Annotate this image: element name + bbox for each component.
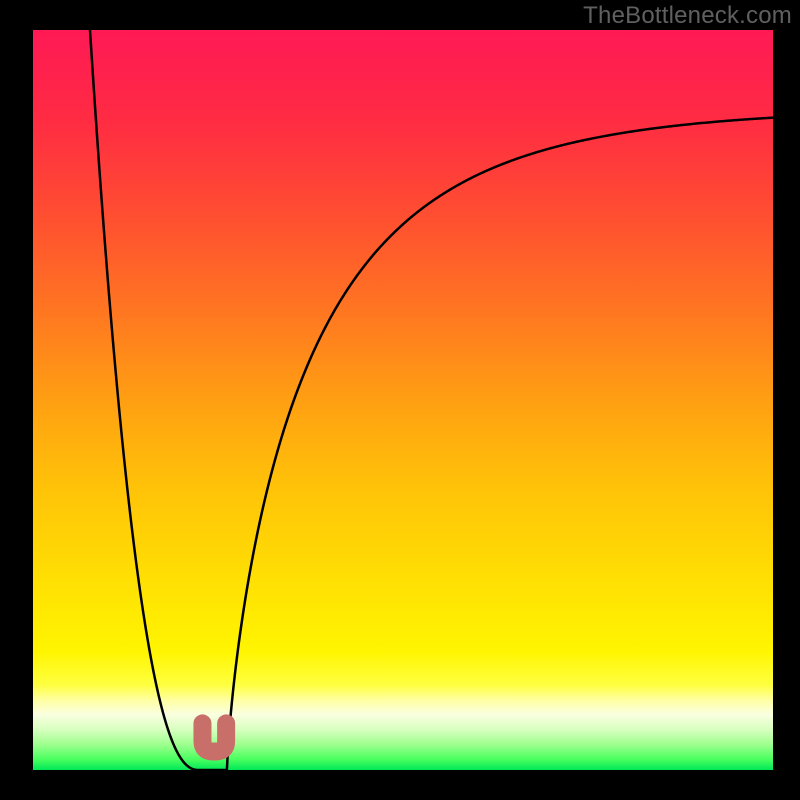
gradient-background [33,30,773,770]
chart-container: TheBottleneck.com [0,0,800,800]
plot-area [33,30,773,770]
watermark-label: TheBottleneck.com [583,2,792,30]
